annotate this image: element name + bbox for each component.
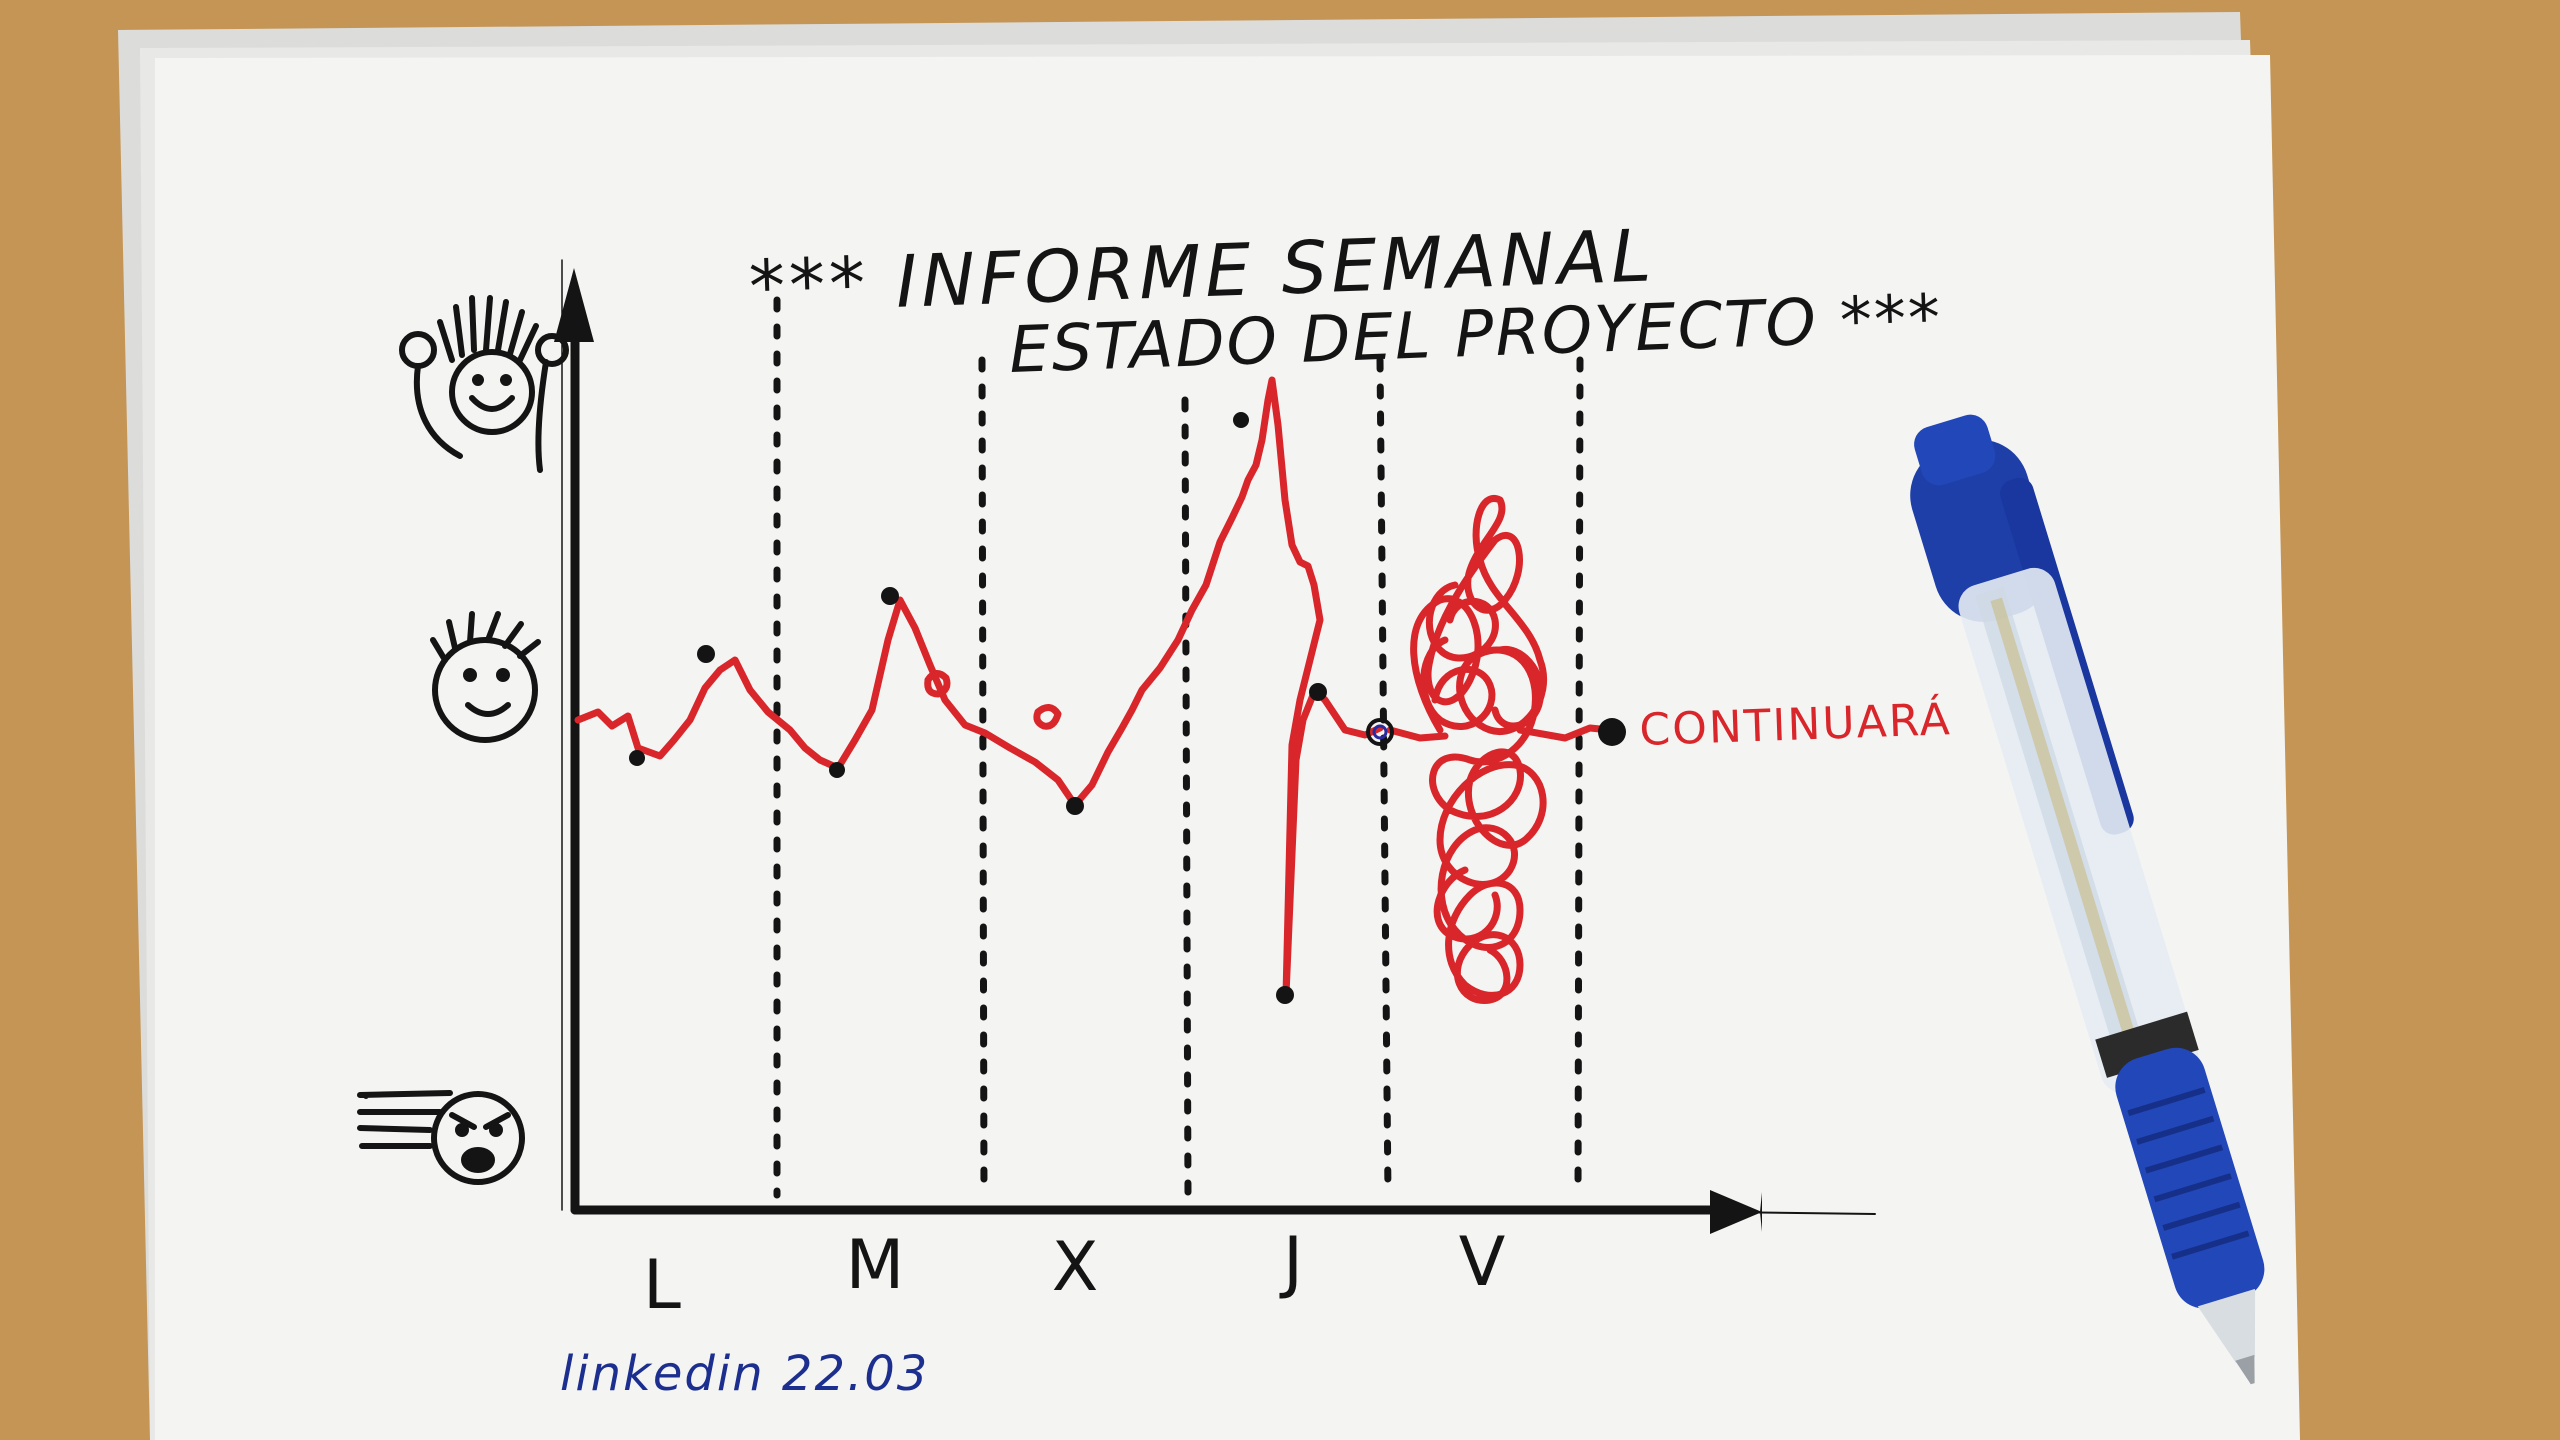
data-point	[1066, 797, 1084, 815]
day-separators	[773, 296, 1584, 1199]
data-point	[1598, 718, 1626, 746]
angry-face-icon	[357, 1090, 525, 1185]
day-label: X	[1052, 1228, 1099, 1307]
project-status-line	[574, 376, 1614, 999]
day-label: M	[846, 1226, 905, 1305]
data-point	[629, 750, 645, 766]
day-label: J	[1279, 1223, 1303, 1302]
continuara-annotation: CONTINUARÁ	[1639, 692, 1953, 756]
data-points	[629, 412, 1626, 1004]
data-point	[881, 587, 899, 605]
day-label: V	[1459, 1223, 1506, 1302]
axes	[561, 259, 1876, 1215]
ring-marker	[1366, 718, 1394, 746]
data-point	[1233, 412, 1249, 428]
happy-celebrating-face-icon	[399, 295, 569, 473]
day-labels: L M X J V	[643, 1223, 1505, 1325]
neutral-smiling-face-icon	[430, 611, 541, 743]
data-point	[697, 645, 715, 663]
blue-ballpoint-pen	[1910, 414, 2265, 1385]
y-axis-arrowhead	[554, 268, 594, 342]
paper-sheet	[118, 12, 2300, 1440]
day-label: L	[643, 1246, 681, 1325]
signature: linkedin 22.03	[560, 1346, 929, 1402]
data-point	[1276, 986, 1294, 1004]
data-point	[829, 762, 845, 778]
tangled-scribble	[1410, 495, 1548, 1004]
data-point	[1309, 683, 1327, 701]
